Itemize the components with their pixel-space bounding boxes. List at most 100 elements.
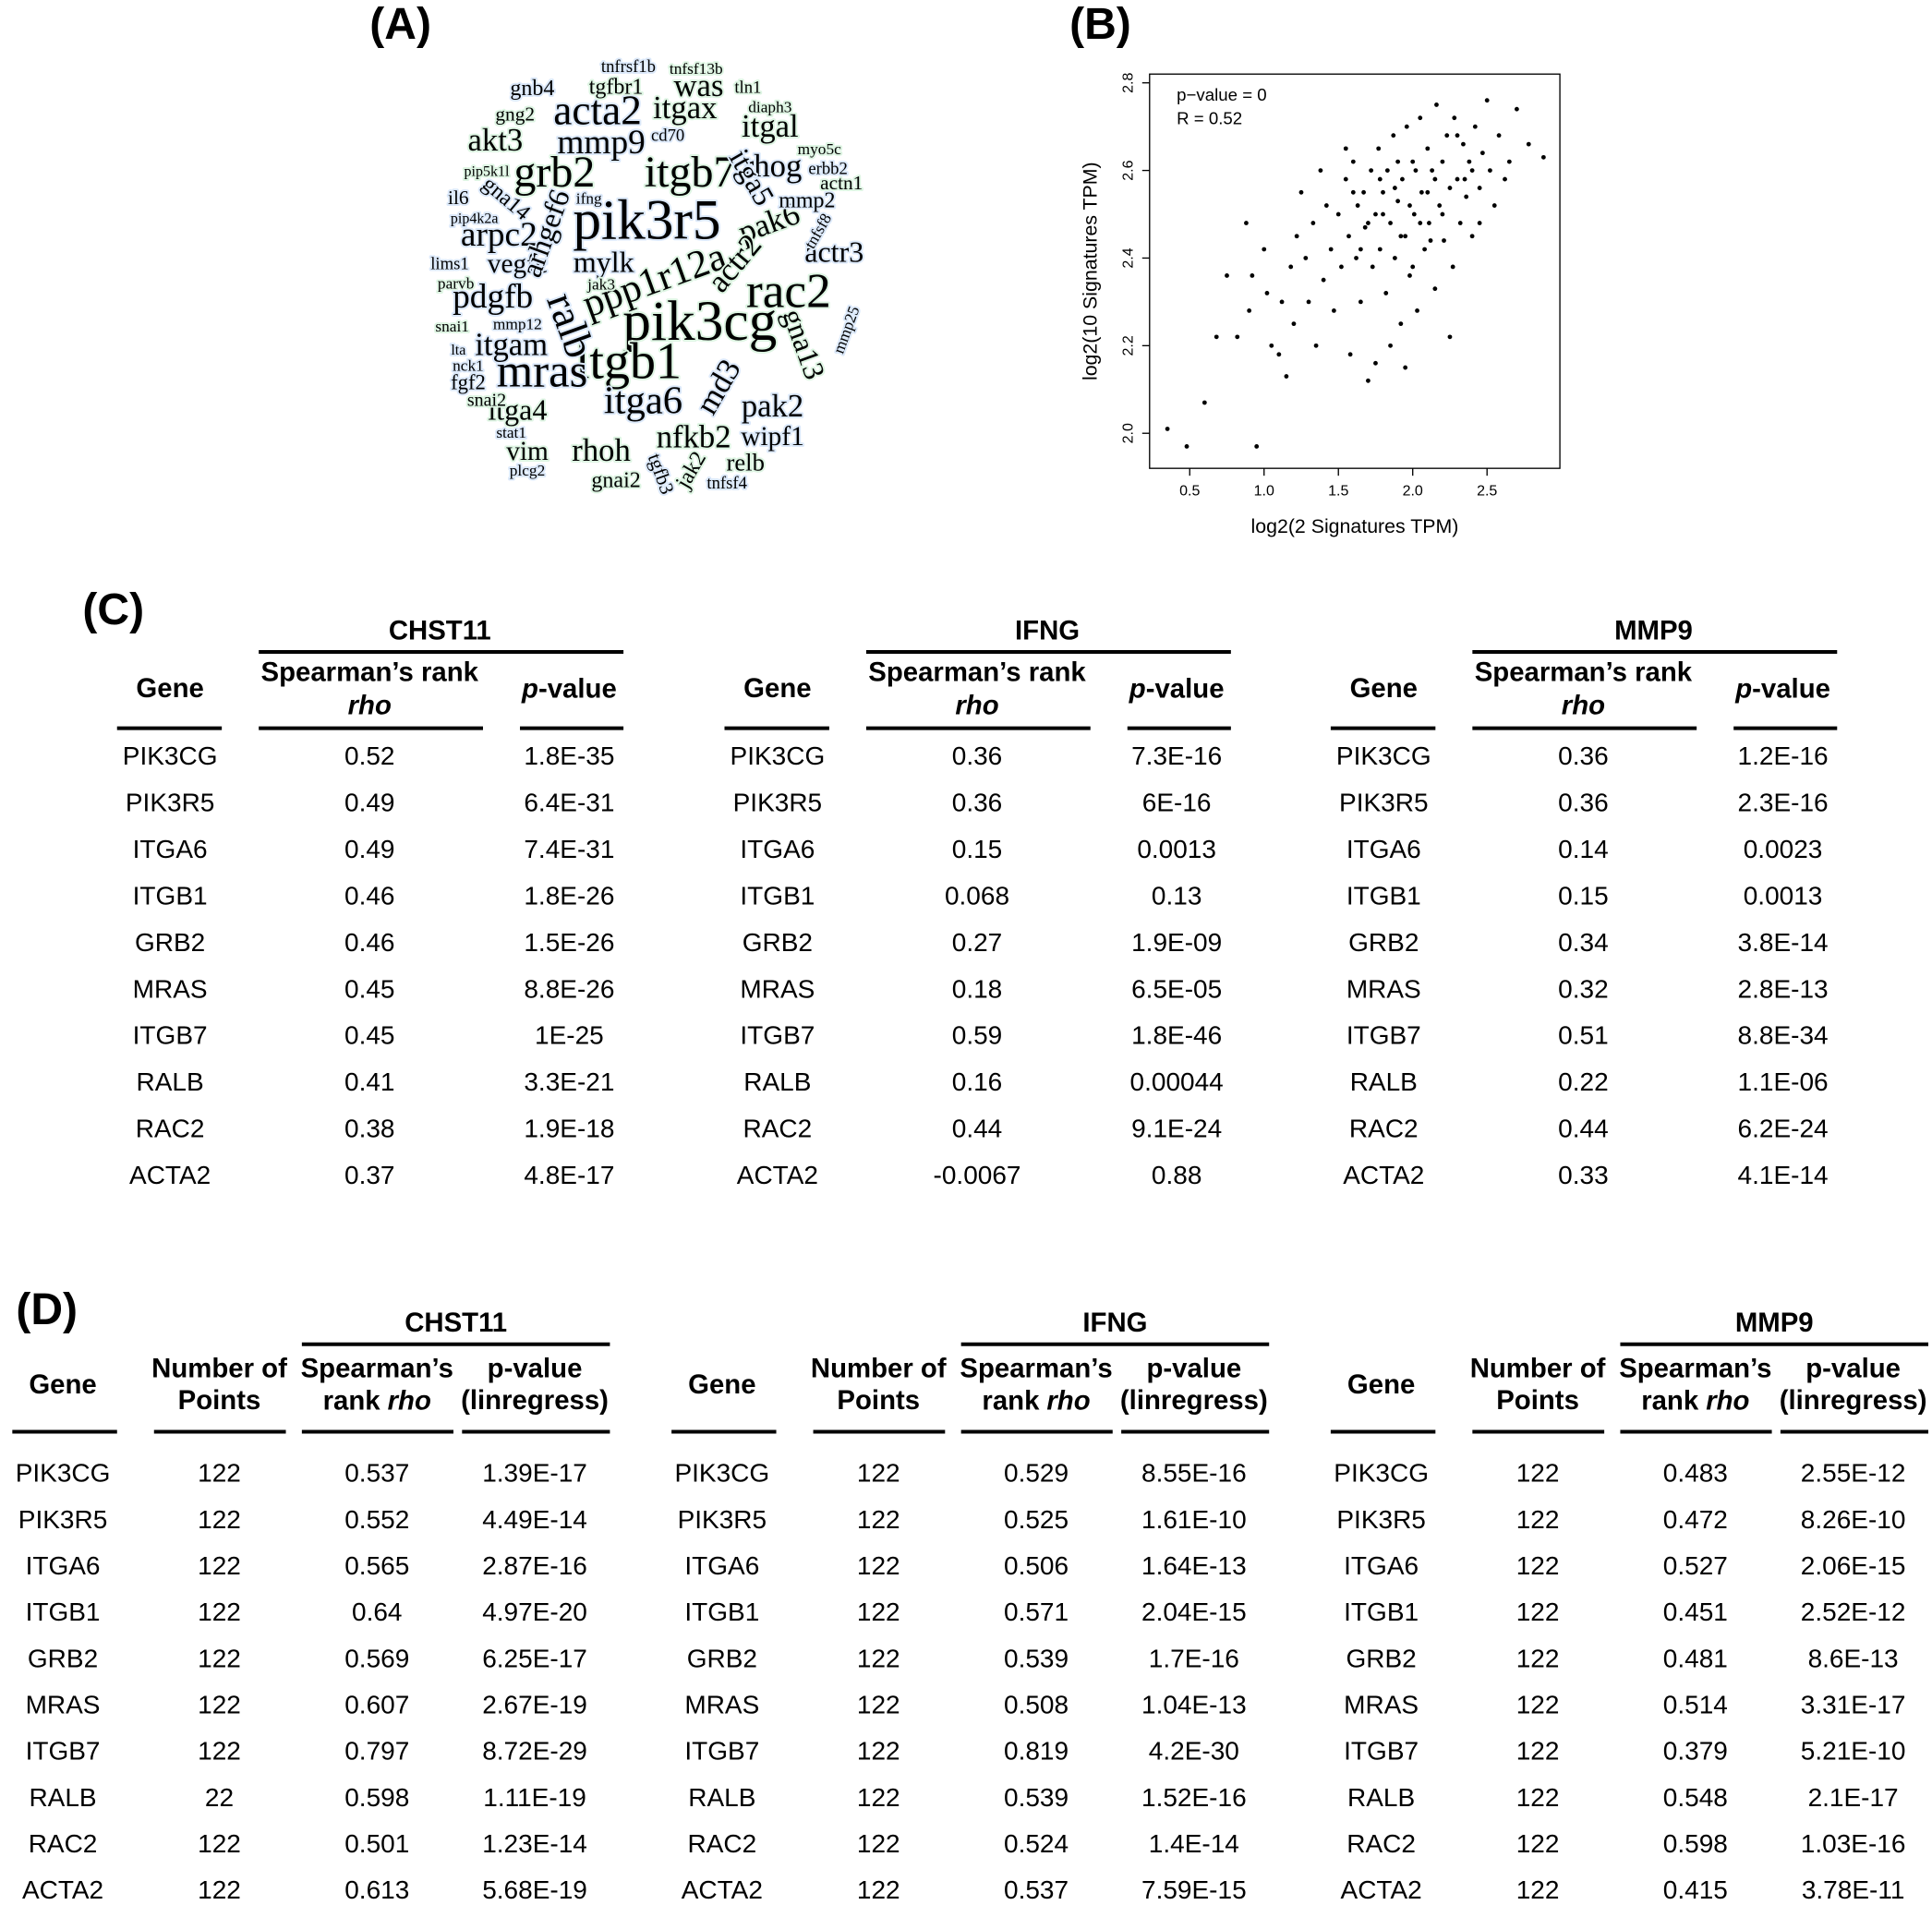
point	[1384, 168, 1390, 173]
word: myo5c	[798, 140, 841, 158]
point	[1343, 146, 1348, 151]
cell: 1.23E-14	[482, 1829, 587, 1858]
point	[1288, 264, 1294, 270]
y-tick-label: 2.4	[1120, 247, 1136, 268]
cell: 0.36	[952, 742, 1003, 770]
point	[1467, 159, 1472, 164]
cell: 0.45	[344, 974, 395, 1003]
point	[1392, 256, 1397, 260]
annotation: R = 0.52	[1177, 109, 1242, 128]
y-axis-label: log2(10 Signatures TPM)	[1080, 162, 1102, 380]
cell: 0.15	[952, 835, 1003, 863]
point	[1279, 299, 1285, 305]
point	[1381, 211, 1385, 217]
cell: 0.38	[344, 1115, 395, 1143]
point	[1310, 221, 1316, 225]
word: vim	[506, 437, 549, 466]
word: tgfbr1	[589, 76, 644, 100]
cell: RAC2	[1349, 1115, 1419, 1143]
cell: 122	[1516, 1598, 1560, 1626]
y-tick-label: 2.0	[1120, 423, 1136, 443]
word: itgax	[653, 90, 717, 126]
point	[1361, 189, 1366, 195]
header: Gene	[1350, 673, 1418, 704]
cell: 0.22	[1558, 1067, 1609, 1096]
cell: PIK3CG	[1334, 1459, 1429, 1488]
cell: ITGB7	[1346, 1021, 1421, 1050]
cell: 2.1E-17	[1808, 1783, 1899, 1812]
cell: 122	[1516, 1783, 1560, 1812]
point	[1432, 176, 1438, 182]
point	[1506, 159, 1512, 164]
cell: 4.8E-17	[524, 1161, 614, 1189]
point	[1184, 444, 1189, 449]
cell: ITGB1	[26, 1598, 101, 1626]
word: pik3r5	[573, 188, 720, 251]
point	[1328, 247, 1334, 252]
cell: 122	[198, 1551, 241, 1580]
cell: 0.0013	[1744, 881, 1823, 910]
point	[1425, 189, 1431, 195]
cell: 0.472	[1663, 1505, 1728, 1534]
cell: 0.508	[1004, 1690, 1069, 1718]
word: nck1	[453, 357, 484, 375]
point	[1343, 176, 1348, 182]
point	[1323, 203, 1329, 208]
word: fgf2	[451, 371, 486, 394]
header-part: rho	[1046, 1385, 1090, 1416]
point	[1369, 168, 1374, 173]
cell: 0.18	[952, 974, 1003, 1003]
point	[1404, 124, 1409, 129]
point	[1455, 176, 1460, 182]
header: Spearman’s rank	[261, 657, 479, 688]
cell: 0.571	[1004, 1598, 1069, 1626]
header-part: p	[1734, 673, 1752, 704]
cell: 1E-25	[535, 1021, 604, 1050]
word: gng2	[495, 102, 535, 125]
header: Gene	[29, 1369, 96, 1400]
cell: ITGA6	[1344, 1551, 1419, 1580]
word: itga6	[604, 380, 682, 423]
point	[1225, 273, 1229, 278]
header-part: -value	[1752, 673, 1830, 704]
cell: 5.68E-19	[482, 1875, 587, 1904]
cell: 4.1E-14	[1738, 1161, 1829, 1189]
word: pip4k2a	[451, 211, 499, 226]
cell: 122	[198, 1690, 241, 1718]
cell: 0.607	[344, 1690, 409, 1718]
cell: 2.87E-16	[482, 1551, 587, 1580]
cell: 0.552	[344, 1505, 409, 1534]
point	[1447, 186, 1453, 190]
cell: 0.49	[344, 789, 395, 817]
cell: ITGB1	[1344, 1598, 1419, 1626]
cell: 0.41	[344, 1067, 395, 1096]
panel-label: (B)	[1069, 0, 1131, 49]
point	[1355, 203, 1360, 208]
cell: PIK3R5	[1339, 789, 1428, 817]
point	[1303, 256, 1309, 260]
point	[1428, 238, 1433, 243]
cell: RAC2	[29, 1829, 98, 1858]
group-title: MMP9	[1614, 615, 1693, 645]
cell: 1.8E-46	[1131, 1021, 1222, 1050]
word: mmp9	[557, 124, 645, 162]
cell: PIK3R5	[18, 1505, 108, 1534]
word: snai2	[467, 391, 506, 411]
cell: 0.565	[344, 1551, 409, 1580]
cell: 0.51	[1558, 1021, 1609, 1050]
cell: 6.2E-24	[1738, 1115, 1829, 1143]
annotation: p−value = 0	[1177, 85, 1267, 104]
word: mmp25	[830, 304, 863, 356]
cell: RALB	[743, 1067, 811, 1096]
cell: 0.45	[344, 1021, 395, 1050]
point	[1514, 106, 1519, 112]
cell: 0.32	[1558, 974, 1609, 1003]
header: Gene	[743, 673, 811, 704]
word: mmp2	[779, 188, 835, 212]
point	[1430, 168, 1435, 173]
header: rho	[1562, 691, 1605, 721]
cell: 122	[857, 1783, 900, 1812]
cell: 0.0013	[1137, 835, 1216, 863]
cell: 1.1E-06	[1738, 1067, 1829, 1096]
cell: 0.64	[352, 1598, 402, 1626]
